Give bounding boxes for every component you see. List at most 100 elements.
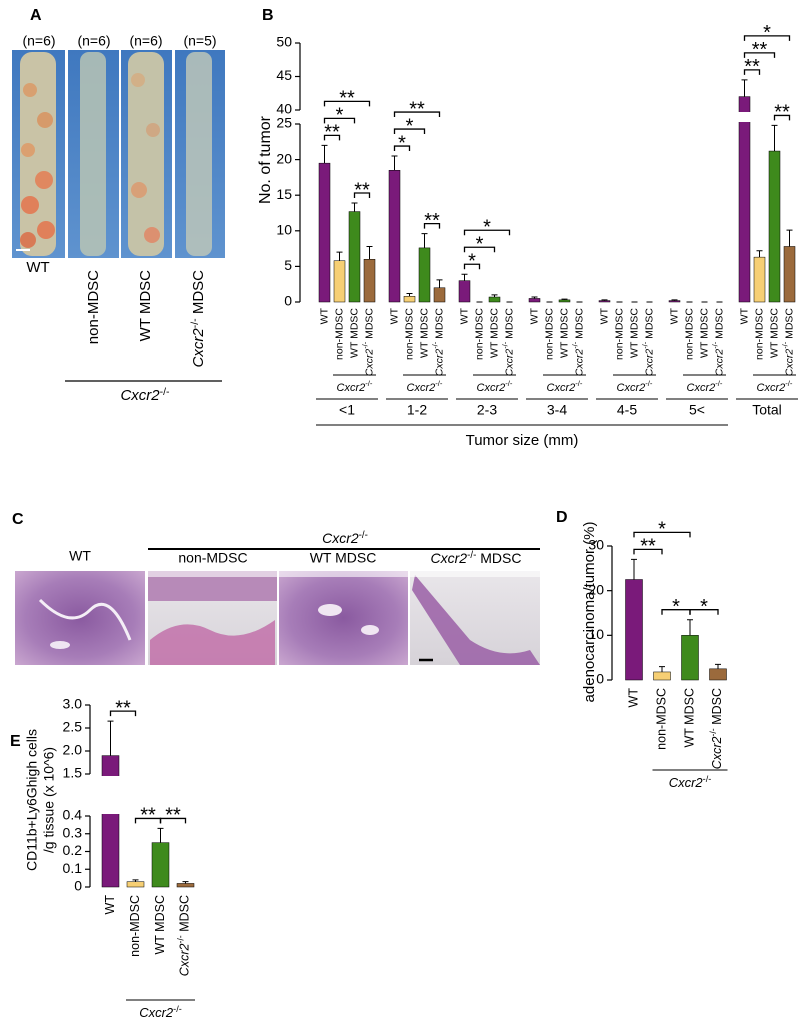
significance-label: * [700,596,708,618]
x-tick-label: non-MDSC [683,308,695,360]
significance-bracket [323,100,371,107]
x-tick-label: WT [626,688,640,708]
tissue [412,575,540,665]
bar [418,247,431,303]
x-category-label: 4-5 [617,402,637,418]
label-backdrop [410,565,540,577]
error-bar [715,663,721,669]
y-tick-label: 15 [276,186,292,202]
error-bar [786,229,793,247]
tissue [150,620,275,665]
significance-bracket [743,69,761,75]
label-backdrop [148,565,277,577]
x-tick-label: non-MDSC [333,308,345,360]
photo [121,50,172,258]
x-tick-label: WT MDSC [768,308,780,358]
significance-label: ** [140,805,156,827]
polyp [144,227,160,243]
error-bar [336,251,343,261]
polyp [146,123,160,137]
x-tick-label: WT [668,307,680,324]
x-tick-label: Cxcr2-/- MDSC [176,895,192,976]
lumen [50,641,70,649]
x-axis-label: Tumor size (mm) [466,432,579,449]
x-category-label: 2-3 [477,402,497,418]
group-label: Cxcr2-/- [547,379,583,394]
bar [598,300,611,303]
significance-label: ** [165,805,181,827]
photo [68,50,119,258]
significance-label: ** [339,88,355,110]
polyp [37,112,53,128]
significance-bracket [633,531,691,538]
bar [783,246,796,303]
photo [175,50,225,258]
error-bar [182,881,189,884]
polyp [37,221,55,239]
x-tick-label: non-MDSC [654,688,668,750]
lumen [361,625,379,635]
y-tick-label: 0.2 [63,842,83,858]
x-tick-label: WT MDSC [153,895,167,955]
error-bar [659,666,665,672]
error-bar [756,250,763,258]
x-tick-label: WT [598,307,610,324]
significance-bracket [323,117,356,124]
bar [403,296,416,303]
panel-letter: A [30,7,42,24]
error-bar [107,720,114,756]
y-tick-label: 45 [276,67,292,83]
x-category-label: Total [752,402,782,418]
error-bar [406,292,413,297]
group-label: Cxcr2-/- MDSC [189,270,207,368]
significance-bracket [393,111,441,118]
y-tick-label: 1.5 [63,765,83,781]
y-tick-label: 20 [276,150,292,166]
y-tick-label: 0 [284,293,292,309]
significance-label: * [658,519,666,541]
polyp [21,143,35,157]
significance-label: ** [744,56,760,78]
bar [101,755,120,888]
image-label: WT [69,548,91,564]
panel-letter: E [10,733,21,750]
x-tick-label: WT MDSC [488,308,500,358]
bar [768,150,781,303]
error-bar [741,79,748,97]
n-label: (n=6) [77,33,110,49]
error-bar [436,279,443,288]
bar [388,170,401,303]
y-tick-label: 0 [74,878,82,894]
error-bar [366,245,373,260]
x-tick-label: WT [388,307,400,324]
group-label: Cxcr2-/- [477,379,513,394]
histology-image [148,565,277,665]
x-tick-label: Cxcr2-/- MDSC [500,308,515,377]
y-tick-label: 0.4 [63,807,83,823]
significance-bracket [743,52,776,58]
colon-tissue [186,52,212,256]
group-label: Cxcr2-/- [617,379,653,394]
bar [488,296,501,303]
error-bar [491,294,498,298]
axis-break-gap [738,112,751,122]
group-label: Cxcr2-/- [669,774,712,790]
significance-bracket [773,114,791,121]
panel-letter: D [556,509,568,526]
significance-bracket [393,145,411,152]
significance-label: * [763,22,771,44]
error-bar [321,144,328,164]
significance-label: * [406,115,414,137]
panel-letter: C [12,511,24,528]
group-label: WT [26,259,49,276]
significance-bracket [689,609,719,615]
x-tick-label: Cxcr2-/- MDSC [708,688,724,769]
x-tick-label: non-MDSC [753,308,765,360]
significance-bracket [463,229,511,236]
bar [151,842,170,888]
polyp [35,171,53,189]
image-label: Cxcr2-/- MDSC [431,550,522,566]
y-tick-label: 10 [588,626,604,642]
x-tick-label: Cxcr2-/- MDSC [640,308,655,377]
significance-label: * [336,105,344,127]
